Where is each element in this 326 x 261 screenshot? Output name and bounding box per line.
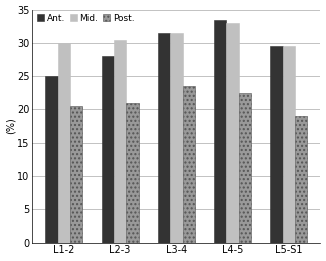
Bar <box>126 103 139 243</box>
Bar <box>183 86 195 243</box>
Y-axis label: (%): (%) <box>6 118 16 134</box>
Bar <box>270 46 283 243</box>
Bar <box>114 39 126 243</box>
Bar <box>295 116 307 243</box>
Bar <box>239 93 251 243</box>
Bar <box>58 43 70 243</box>
Bar <box>158 33 170 243</box>
Legend: Ant., Mid., Post.: Ant., Mid., Post. <box>34 11 137 26</box>
Bar <box>214 20 226 243</box>
Bar <box>45 76 58 243</box>
Bar <box>283 46 295 243</box>
Bar <box>170 33 183 243</box>
Bar <box>70 106 82 243</box>
Bar <box>226 23 239 243</box>
Bar <box>102 56 114 243</box>
